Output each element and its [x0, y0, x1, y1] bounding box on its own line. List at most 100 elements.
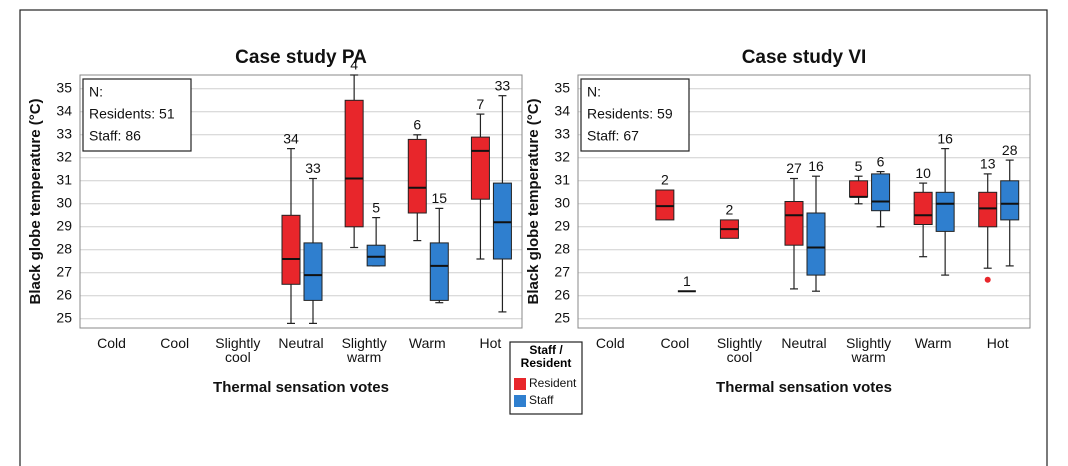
x-tick-label-box: Slightly cool — [716, 336, 762, 365]
y-tick-label: 25 — [56, 310, 72, 326]
count-label: 6 — [877, 153, 885, 169]
x-tick-label: Slightly cool — [716, 336, 762, 365]
y-tick-label: 32 — [554, 149, 570, 165]
x-tick-label: Hot — [479, 336, 502, 351]
annotation-box — [580, 78, 690, 152]
count-label: 34 — [283, 130, 299, 146]
count-label: 6 — [413, 117, 421, 133]
y-tick-label: 27 — [554, 264, 570, 280]
x-tick-label-box: Warm — [914, 336, 952, 351]
y-tick-label: 33 — [56, 126, 72, 142]
count-label: 4 — [350, 57, 358, 73]
box — [935, 191, 955, 232]
y-tick-label: 25 — [554, 310, 570, 326]
count-label: 16 — [937, 130, 953, 146]
y-tick-label: 34 — [554, 103, 570, 119]
x-tick-label-box: Slightly warm — [342, 336, 387, 364]
box — [849, 180, 869, 198]
figure-frame — [19, 9, 1048, 466]
count-label: 2 — [726, 202, 734, 218]
y-tick-label: 30 — [554, 195, 570, 211]
annotation-text: Residents: 51 — [89, 106, 175, 122]
x-tick-label-box: Cold — [97, 336, 126, 351]
box — [1000, 180, 1020, 221]
count-label: 5 — [372, 199, 380, 215]
x-tick-label: Warm — [408, 336, 446, 351]
x-tick-label: Hot — [986, 336, 1009, 351]
legend-swatch — [514, 395, 526, 407]
annotation-box — [82, 78, 192, 152]
x-tick-label-box: Slightly cool — [215, 336, 260, 364]
count-label: 2 — [661, 172, 669, 188]
box — [281, 214, 301, 285]
x-tick-label-box: Hot — [479, 336, 502, 351]
count-label: 28 — [1002, 142, 1018, 158]
count-label: 27 — [786, 160, 802, 176]
legend-title: Staff / Resident — [520, 344, 572, 370]
x-axis-title: Thermal sensation votes — [716, 379, 892, 396]
x-tick-label: Cool — [160, 336, 190, 351]
annotation-text: N: — [587, 84, 601, 100]
y-tick-label: 33 — [554, 126, 570, 142]
x-tick-label-box: Neutral — [781, 336, 827, 351]
x-tick-label: Cold — [97, 336, 126, 351]
x-tick-label: Warm — [914, 336, 952, 351]
annotation-text: N: — [89, 84, 103, 100]
x-tick-label: Neutral — [278, 336, 324, 351]
count-label: 16 — [808, 158, 824, 174]
x-tick-label-box: Cool — [660, 336, 690, 351]
box — [429, 242, 449, 301]
y-axis-title: Black globe temperature (°C) — [27, 98, 44, 304]
count-label: 13 — [980, 156, 996, 172]
count-label: 15 — [431, 190, 447, 206]
y-tick-label: 26 — [554, 287, 570, 303]
box — [784, 201, 804, 246]
count-label: 33 — [495, 77, 511, 93]
x-tick-label: Slightly warm — [845, 336, 892, 365]
chart-title: Case study VI — [742, 47, 867, 68]
box — [366, 244, 386, 267]
x-tick-label-box: Cool — [160, 336, 190, 351]
x-tick-label: Neutral — [781, 336, 827, 351]
y-tick-label: 27 — [56, 264, 72, 280]
y-tick-label: 35 — [56, 80, 72, 96]
annotation-text: Staff: 86 — [89, 128, 141, 144]
x-tick-label-box: Slightly warm — [845, 336, 892, 365]
box — [806, 212, 826, 276]
count-label: 5 — [855, 158, 863, 174]
legend-title-box: Staff / Resident — [520, 344, 572, 370]
annotation-text: Residents: 59 — [587, 106, 673, 122]
x-tick-label-box: Cold — [596, 336, 625, 350]
box — [655, 189, 675, 221]
count-label: 33 — [305, 160, 321, 176]
outlier — [984, 276, 991, 283]
y-tick-label: 28 — [554, 241, 570, 257]
box — [871, 173, 891, 212]
y-tick-label: 35 — [554, 80, 570, 96]
y-tick-label: 29 — [554, 218, 570, 234]
x-axis-title: Thermal sensation votes — [213, 379, 389, 396]
plot-frame — [577, 74, 1031, 329]
count-label: 1 — [683, 273, 691, 289]
x-tick-label-box: Hot — [986, 336, 1009, 351]
y-tick-label: 26 — [56, 287, 72, 303]
y-tick-label: 31 — [56, 172, 72, 188]
x-tick-label: Cool — [660, 336, 690, 351]
count-label: 10 — [915, 165, 931, 181]
box — [470, 136, 490, 200]
chart-title: Case study PA — [235, 47, 367, 68]
y-tick-label: 29 — [56, 218, 72, 234]
box — [407, 138, 427, 214]
y-tick-label: 32 — [56, 149, 72, 165]
box — [492, 182, 512, 260]
box — [344, 99, 364, 228]
legend-swatch — [514, 378, 526, 390]
legend-label: Resident — [529, 376, 577, 390]
annotation-text: Staff: 67 — [587, 128, 639, 144]
legend-label: Staff — [529, 393, 554, 407]
x-tick-label-box: Warm — [408, 336, 446, 351]
plot-frame — [79, 74, 523, 329]
box — [913, 191, 933, 226]
box — [978, 191, 998, 228]
